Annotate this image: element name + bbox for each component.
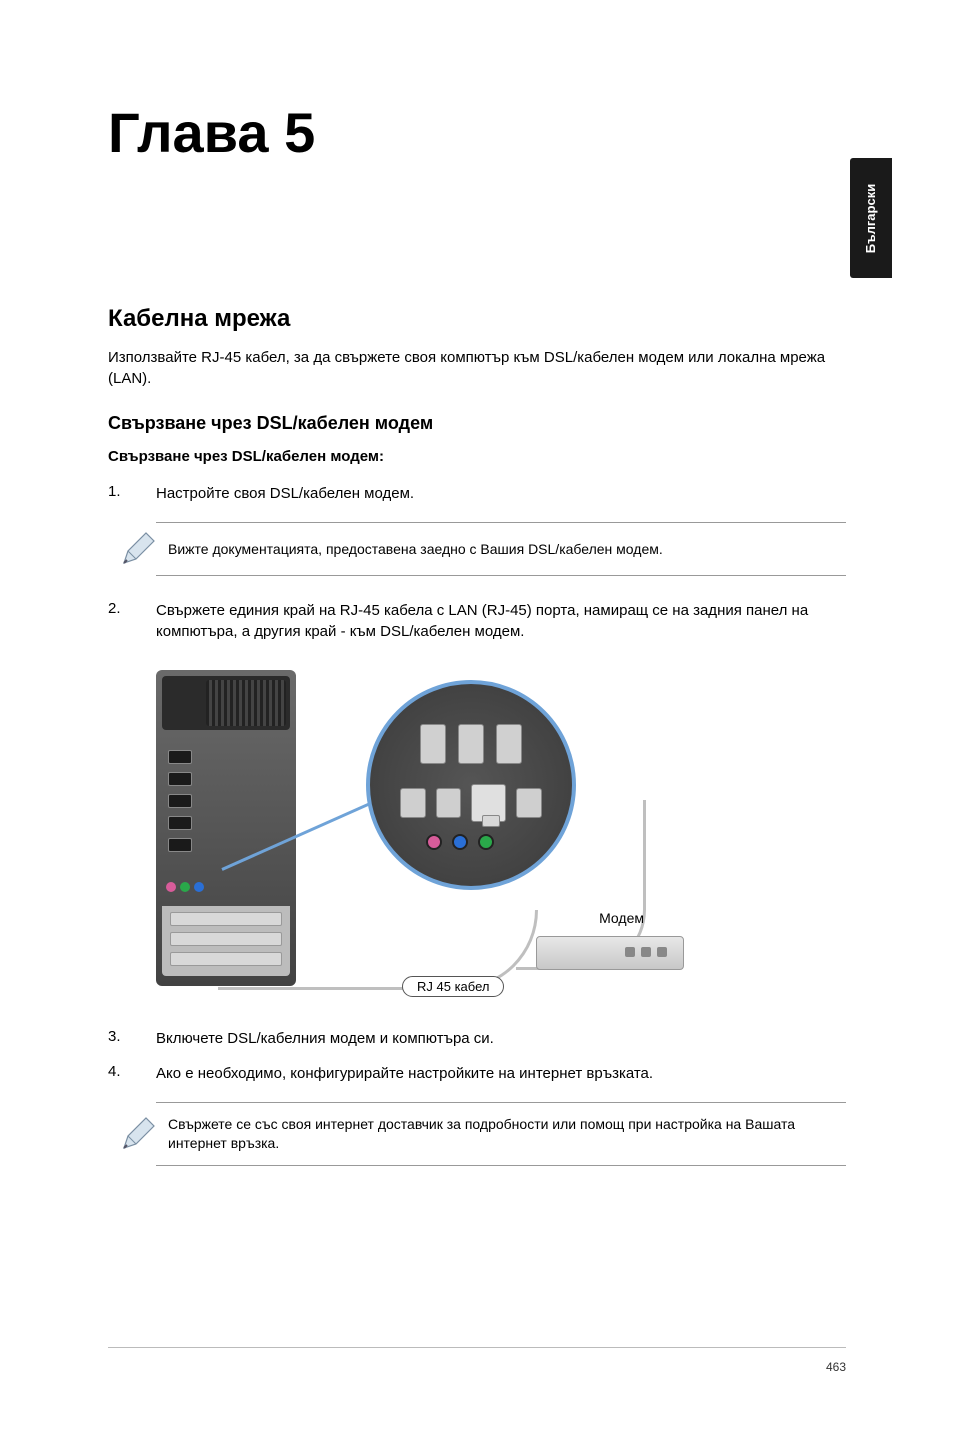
chapter-title: Глава 5 <box>108 100 846 165</box>
step-number: 2. <box>108 600 156 642</box>
step-4: 4. Ако е необходимо, конфигурирайте наст… <box>108 1063 846 1084</box>
figure-rj45-port <box>471 784 506 822</box>
step-1: 1. Настройте своя DSL/кабелен модем. <box>108 483 846 504</box>
step-text: Ако е необходимо, конфигурирайте настрой… <box>156 1063 846 1084</box>
page-content: Глава 5 Кабелна мрежа Използвайте RJ-45 … <box>0 0 954 1166</box>
page-number: 463 <box>826 1360 846 1374</box>
step-2: 2. Свържете единия край на RJ-45 кабела … <box>108 600 846 642</box>
footer-rule <box>108 1347 846 1348</box>
figure-cable-label: RJ 45 кабел <box>402 976 504 997</box>
note-box-2: Свържете се със своя интернет доставчик … <box>156 1102 846 1166</box>
step-list: 1. Настройте своя DSL/кабелен модем. Виж… <box>108 483 846 1166</box>
step-number: 1. <box>108 483 156 504</box>
intro-paragraph: Използвайте RJ-45 кабел, за да свържете … <box>108 347 846 389</box>
figure-modem <box>536 936 684 970</box>
step-number: 3. <box>108 1028 156 1049</box>
figure-pc-vent <box>206 680 286 726</box>
step-3: 3. Включете DSL/кабелния модем и компютъ… <box>108 1028 846 1049</box>
step-text: Включете DSL/кабелния модем и компютъра … <box>156 1028 846 1049</box>
step-number: 4. <box>108 1063 156 1084</box>
section-title: Кабелна мрежа <box>108 305 846 333</box>
note-box-1: Вижте документацията, предоставена заедн… <box>156 522 846 576</box>
subsection-title: Свързване чрез DSL/кабелен модем <box>108 413 846 434</box>
note-text: Свържете се със своя интернет доставчик … <box>168 1109 846 1159</box>
subsection-colon: Свързване чрез DSL/кабелен модем: <box>108 448 846 465</box>
step-text: Свържете единия край на RJ-45 кабела с L… <box>156 600 846 642</box>
pencil-icon <box>108 1114 168 1154</box>
figure-pc-audio <box>166 882 204 892</box>
connection-figure: Модем RJ 45 кабел <box>156 670 684 1000</box>
pencil-icon <box>108 529 168 569</box>
note-text: Вижте документацията, предоставена заедн… <box>168 534 846 565</box>
step-text: Настройте своя DSL/кабелен модем. <box>156 483 846 504</box>
figure-modem-label: Модем <box>599 910 644 926</box>
figure-pc-ports <box>168 750 208 870</box>
